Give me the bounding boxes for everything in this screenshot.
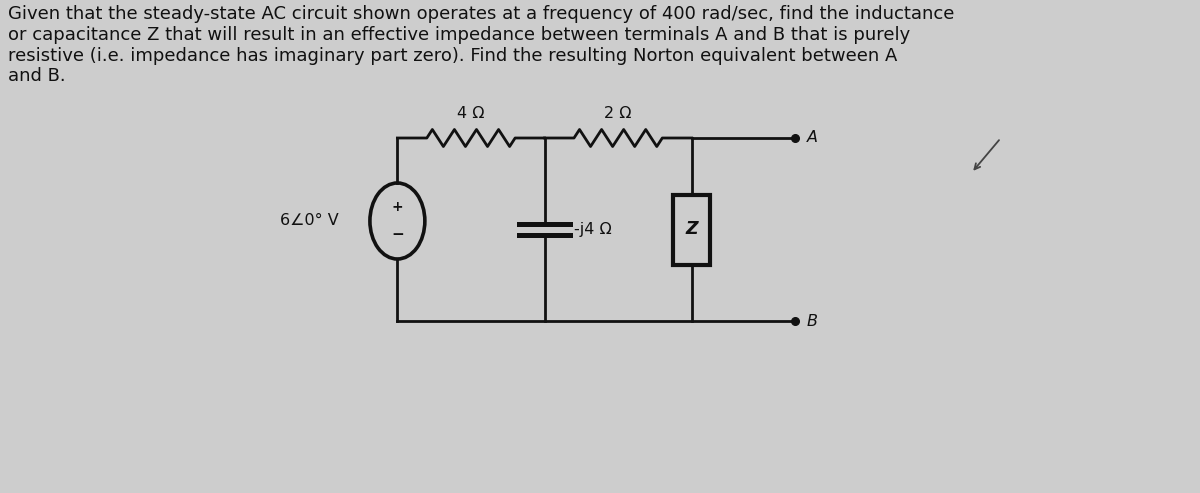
Text: −: − <box>391 227 403 243</box>
Text: 2 Ω: 2 Ω <box>605 106 632 121</box>
Text: Given that the steady-state AC circuit shown operates at a frequency of 400 rad/: Given that the steady-state AC circuit s… <box>8 5 954 85</box>
Text: -j4 Ω: -j4 Ω <box>574 222 612 237</box>
Text: A: A <box>806 131 817 145</box>
Text: +: + <box>391 200 403 214</box>
Text: 4 Ω: 4 Ω <box>457 106 485 121</box>
Text: Z: Z <box>685 220 698 239</box>
Bar <box>673 195 710 265</box>
Text: B: B <box>806 314 817 328</box>
Text: 6∠0° V: 6∠0° V <box>280 213 338 228</box>
